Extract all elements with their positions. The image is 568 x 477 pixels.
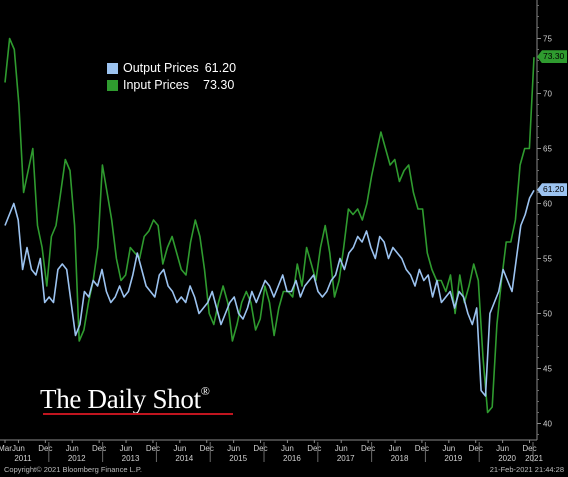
x-year-label: 2013 [122, 454, 140, 463]
legend-label-output: Output Prices [123, 61, 199, 75]
x-tick-label: Jun [442, 444, 455, 453]
legend: Output Prices 61.20 Input Prices 73.30 [101, 57, 243, 97]
x-tick-label: Dec [38, 444, 52, 453]
x-tick-label: Dec [92, 444, 106, 453]
x-year-label: 2021 [525, 454, 543, 463]
x-year-label: 2020 [498, 454, 516, 463]
x-tick-label: Jun [281, 444, 294, 453]
timestamp-text: 21-Feb-2021 21:44:28 [489, 465, 564, 474]
x-tick-label: Jun [120, 444, 133, 453]
y-axis: 40 45 50 55 60 65 70 75 [536, 0, 552, 440]
last-value-badge-output: 61.20 [537, 183, 568, 197]
x-year-label: 2012 [68, 454, 86, 463]
x-tick-label: Dec [522, 444, 536, 453]
copyright-text: Copyright© 2021 Bloomberg Finance L.P. [4, 465, 142, 474]
x-tick-label: Dec [469, 444, 483, 453]
x-tick-label: Dec [253, 444, 267, 453]
x-tick-label: Jun [66, 444, 79, 453]
legend-value-input: 73.30 [203, 78, 235, 92]
x-year-label: 2017 [337, 454, 355, 463]
y-tick-label: 65 [543, 145, 552, 154]
y-tick-label: 70 [543, 90, 552, 99]
brand-logo-mark: ® [200, 384, 210, 398]
y-tick-label: 40 [543, 420, 552, 429]
series-line-output-prices [4, 189, 535, 397]
legend-item-output: Output Prices 61.20 [107, 60, 236, 77]
y-tick-label: 50 [543, 310, 552, 319]
y-tick-label: 75 [543, 35, 552, 44]
x-tick-label: Dec [361, 444, 375, 453]
last-value-badge-input: 73.30 [537, 50, 568, 64]
legend-value-output: 61.20 [204, 61, 237, 75]
legend-swatch-output [107, 63, 118, 74]
x-year-label: 2016 [283, 454, 301, 463]
legend-item-input: Input Prices 73.30 [107, 77, 236, 94]
x-tick-label: Jun [335, 444, 348, 453]
x-tick-label: Mar [0, 444, 12, 453]
x-year-label: 2018 [391, 454, 409, 463]
brand-logo: The Daily Shot® [40, 384, 210, 415]
x-tick-label: Dec [415, 444, 429, 453]
x-year-label: 2015 [229, 454, 247, 463]
x-tick-label: Dec [146, 444, 160, 453]
x-tick-label: Jun [496, 444, 509, 453]
x-axis: Mar Jun Dec Jun Dec Jun Dec Jun Dec Jun Dec Jun Dec J… [0, 439, 543, 463]
x-tick-label: Jun [389, 444, 402, 453]
x-tick-label: Dec [200, 444, 214, 453]
legend-label-input: Input Prices [123, 78, 190, 92]
y-tick-label: 55 [543, 255, 552, 264]
x-tick-label: Jun [12, 444, 25, 453]
brand-logo-text: The Daily Shot [40, 384, 201, 414]
y-tick-label: 60 [543, 200, 552, 209]
x-tick-label: Jun [173, 444, 186, 453]
legend-swatch-input [107, 80, 118, 91]
series-lines [4, 37, 535, 414]
x-year-label: 2011 [14, 454, 32, 463]
x-tick-label: Jun [227, 444, 240, 453]
y-tick-label: 45 [543, 365, 552, 374]
x-tick-label: Dec [307, 444, 321, 453]
brand-underline [43, 413, 233, 415]
x-year-label: 2014 [175, 454, 193, 463]
x-year-label: 2019 [444, 454, 462, 463]
